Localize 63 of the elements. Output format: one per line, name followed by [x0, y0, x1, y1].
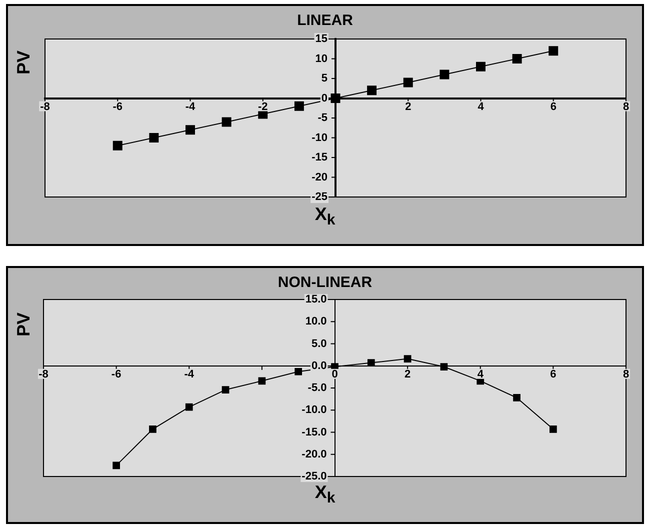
x-axis-title: X$_{k}$ — [314, 482, 336, 509]
y-tick-label: -20.0 — [302, 448, 327, 460]
y-tick-label: 10.0 — [305, 316, 327, 328]
x-tick-label: 6 — [550, 368, 556, 380]
point — [367, 86, 377, 96]
x-tick-label: 4 — [477, 368, 484, 380]
y-tick-label: 15 — [315, 33, 328, 46]
y-tick-label: -15.0 — [302, 426, 327, 438]
point — [294, 101, 304, 111]
point — [294, 368, 302, 376]
y-tick-label: -5.0 — [308, 382, 327, 394]
y-tick-label: 5 — [321, 72, 328, 85]
point — [548, 46, 558, 56]
y-axis-title: PV — [14, 312, 34, 337]
x-tick-label: -8 — [38, 368, 48, 380]
y-tick-label: -15 — [312, 152, 328, 164]
y-tick-label: 15.0 — [305, 294, 327, 306]
x-tick-label: 0 — [332, 368, 338, 380]
x-tick-label: 8 — [622, 100, 630, 113]
point — [513, 394, 520, 402]
point — [112, 140, 122, 150]
point — [185, 403, 193, 411]
point — [258, 377, 266, 385]
x-tick-label: 8 — [622, 368, 630, 380]
chart-title: LINEAR — [296, 11, 354, 31]
point — [330, 94, 340, 103]
x-tick-label: -8 — [40, 100, 50, 113]
point — [403, 78, 413, 88]
point — [186, 125, 195, 135]
x-tick-label: 2 — [404, 368, 411, 380]
point — [222, 117, 232, 127]
chart-title: NON-LINEAR — [276, 273, 374, 293]
point — [440, 70, 450, 80]
point — [149, 425, 156, 433]
point — [550, 425, 557, 433]
y-tick-label: -25 — [312, 191, 328, 204]
point — [112, 462, 120, 470]
x-tick-label: 2 — [405, 100, 412, 113]
point — [404, 355, 412, 362]
y-tick-label: 0 — [321, 92, 328, 104]
point — [367, 359, 375, 366]
point — [440, 363, 448, 370]
x-tick-label: -4 — [185, 100, 196, 113]
y-tick-label: 5.0 — [311, 338, 327, 350]
point — [512, 54, 522, 64]
y-tick-label: -10 — [312, 132, 328, 144]
x-axis-title: X$_{k}$ — [314, 204, 336, 231]
x-tick-label: -6 — [112, 100, 123, 113]
x-tick-label: 6 — [550, 100, 556, 113]
point — [149, 133, 159, 142]
y-tick-label: 0.0 — [311, 360, 327, 372]
y-tick-label: 10 — [315, 52, 328, 65]
point — [222, 386, 230, 394]
x-tick-label: 4 — [478, 100, 485, 113]
x-tick-label: -2 — [258, 100, 268, 113]
y-tick-label: -25.0 — [302, 470, 327, 483]
x-tick-label: -4 — [184, 368, 195, 380]
point — [476, 62, 486, 72]
y-tick-label: -5 — [318, 112, 328, 124]
x-tick-label: -6 — [111, 368, 122, 380]
y-axis-title: PV — [14, 50, 34, 75]
y-tick-label: -10.0 — [302, 404, 327, 416]
y-tick-label: -20 — [312, 171, 328, 184]
